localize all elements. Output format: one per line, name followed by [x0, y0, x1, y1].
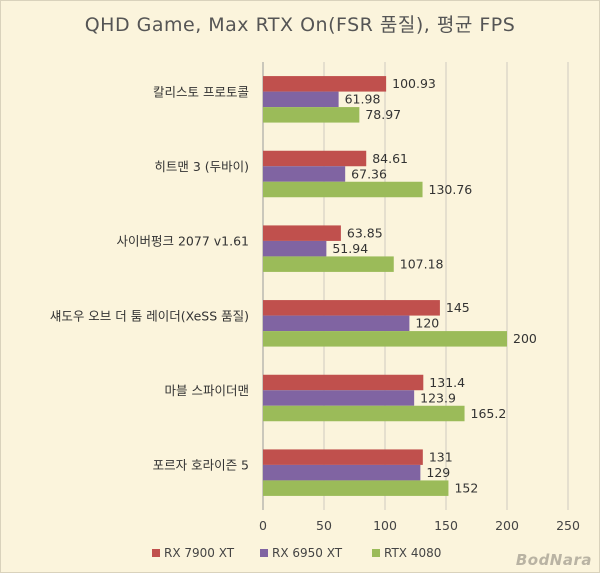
- data-label: 130.76: [429, 182, 473, 197]
- bar: [263, 150, 367, 167]
- legend-label: RX 7900 XT: [164, 546, 235, 560]
- x-tick-label: 50: [316, 518, 332, 533]
- data-label: 78.97: [365, 107, 401, 122]
- bar: [263, 166, 346, 182]
- x-tick-label: 200: [495, 518, 519, 533]
- bar: [263, 331, 507, 347]
- bar: [263, 480, 449, 496]
- bar: [263, 449, 423, 465]
- watermark-logo: BodNara: [515, 551, 592, 569]
- data-label: 165.2: [471, 406, 507, 421]
- x-tick-label: 0: [259, 518, 267, 533]
- bar: [263, 240, 327, 257]
- bar: [263, 181, 423, 198]
- legend-swatch: [260, 549, 268, 557]
- legend-swatch: [372, 549, 380, 557]
- data-label: 145: [446, 300, 470, 315]
- bar: [263, 405, 465, 422]
- bar: [263, 76, 387, 92]
- bar: [263, 374, 424, 391]
- x-tick-label: 150: [434, 518, 458, 533]
- category-label: 사이버펑크 2077 v1.61: [117, 234, 250, 249]
- bar: [263, 300, 440, 316]
- bar: [263, 107, 360, 123]
- category-label: 포르자 호라이즌 5: [153, 458, 249, 473]
- data-label: 131: [429, 449, 453, 464]
- x-tick-label: 250: [556, 518, 580, 533]
- bar: [263, 464, 421, 481]
- bar: [263, 315, 410, 332]
- data-label: 152: [454, 480, 478, 495]
- category-label: 마블 스파이더맨: [165, 383, 249, 398]
- category-label: 칼리스토 프로토콜: [153, 84, 249, 99]
- bar: [263, 91, 339, 108]
- chart-title: QHD Game, Max RTX On(FSR 품질), 평균 FPS: [85, 14, 516, 36]
- bar: [263, 390, 415, 406]
- data-label: 200: [513, 331, 537, 346]
- legend-swatch: [152, 549, 160, 557]
- data-label: 61.98: [345, 92, 381, 107]
- data-label: 129: [426, 465, 450, 480]
- data-label: 107.18: [400, 256, 444, 271]
- bar: [263, 225, 341, 241]
- data-label: 67.36: [351, 166, 387, 181]
- legend-label: RX 6950 XT: [272, 546, 343, 560]
- data-label: 51.94: [332, 241, 368, 256]
- category-label: 히트맨 3 (두바이): [154, 159, 249, 174]
- data-label: 63.85: [347, 225, 383, 240]
- x-tick-label: 100: [373, 518, 397, 533]
- legend-label: RTX 4080: [384, 546, 441, 560]
- data-label: 120: [415, 316, 439, 331]
- category-label: 섀도우 오브 더 툼 레이더(XeSS 품질): [50, 308, 249, 323]
- data-label: 100.93: [392, 76, 436, 91]
- data-label: 131.4: [429, 375, 465, 390]
- bar: [263, 256, 394, 272]
- data-label: 84.61: [372, 151, 408, 166]
- tick-labels: 0 50 100 150 200 250: [259, 518, 580, 533]
- legend: RX 7900 XT RX 6950 XT RTX 4080: [152, 546, 441, 560]
- data-label: 123.9: [420, 390, 456, 405]
- gridlines: [262, 62, 569, 510]
